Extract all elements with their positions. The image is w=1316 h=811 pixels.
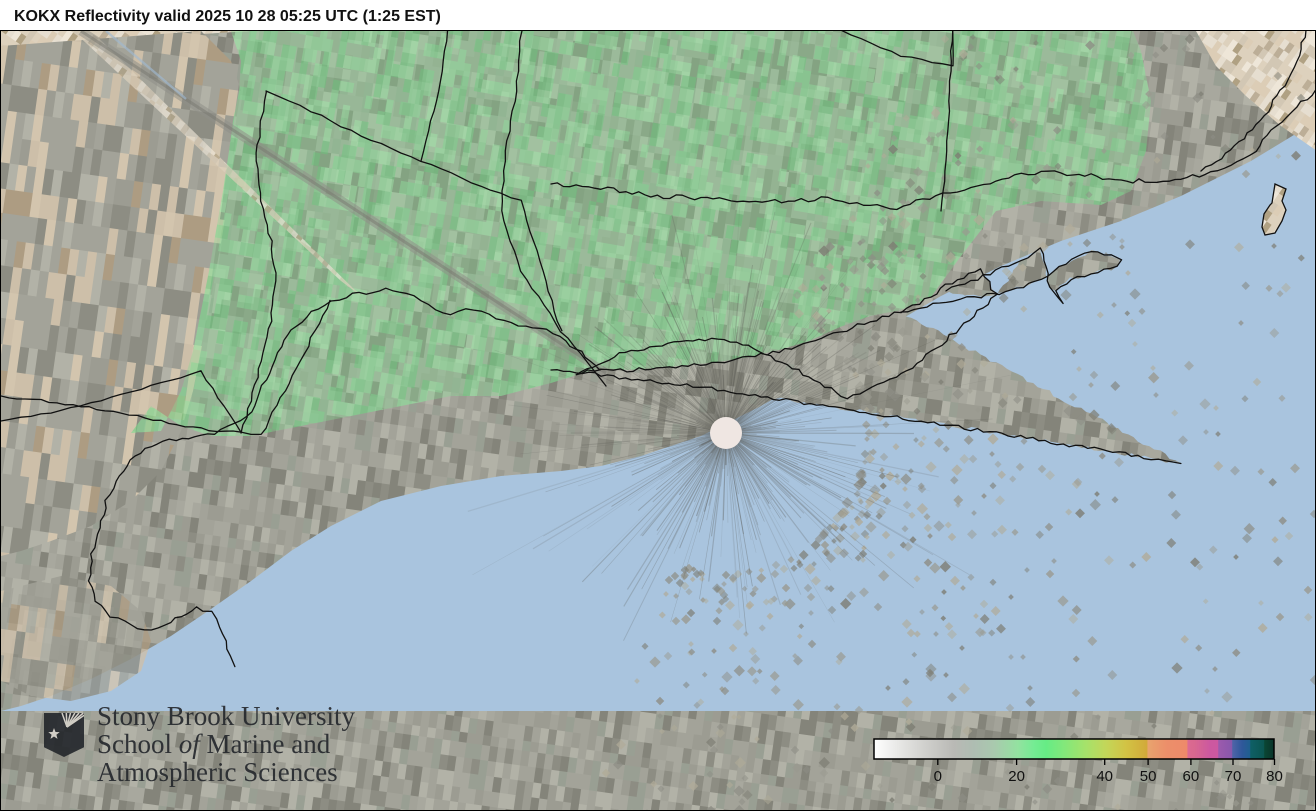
svg-text:20: 20 xyxy=(1008,768,1025,785)
svg-text:40: 40 xyxy=(1096,768,1113,785)
svg-text:0: 0 xyxy=(934,768,942,785)
svg-text:Stony Brook University: Stony Brook University xyxy=(97,701,356,731)
svg-text:80: 80 xyxy=(1266,768,1283,785)
svg-text:70: 70 xyxy=(1225,768,1242,785)
svg-text:School of Marine and: School of Marine and xyxy=(97,729,331,759)
svg-text:60: 60 xyxy=(1183,768,1200,785)
svg-text:50: 50 xyxy=(1140,768,1157,785)
svg-text:Atmospheric Sciences: Atmospheric Sciences xyxy=(97,757,338,787)
